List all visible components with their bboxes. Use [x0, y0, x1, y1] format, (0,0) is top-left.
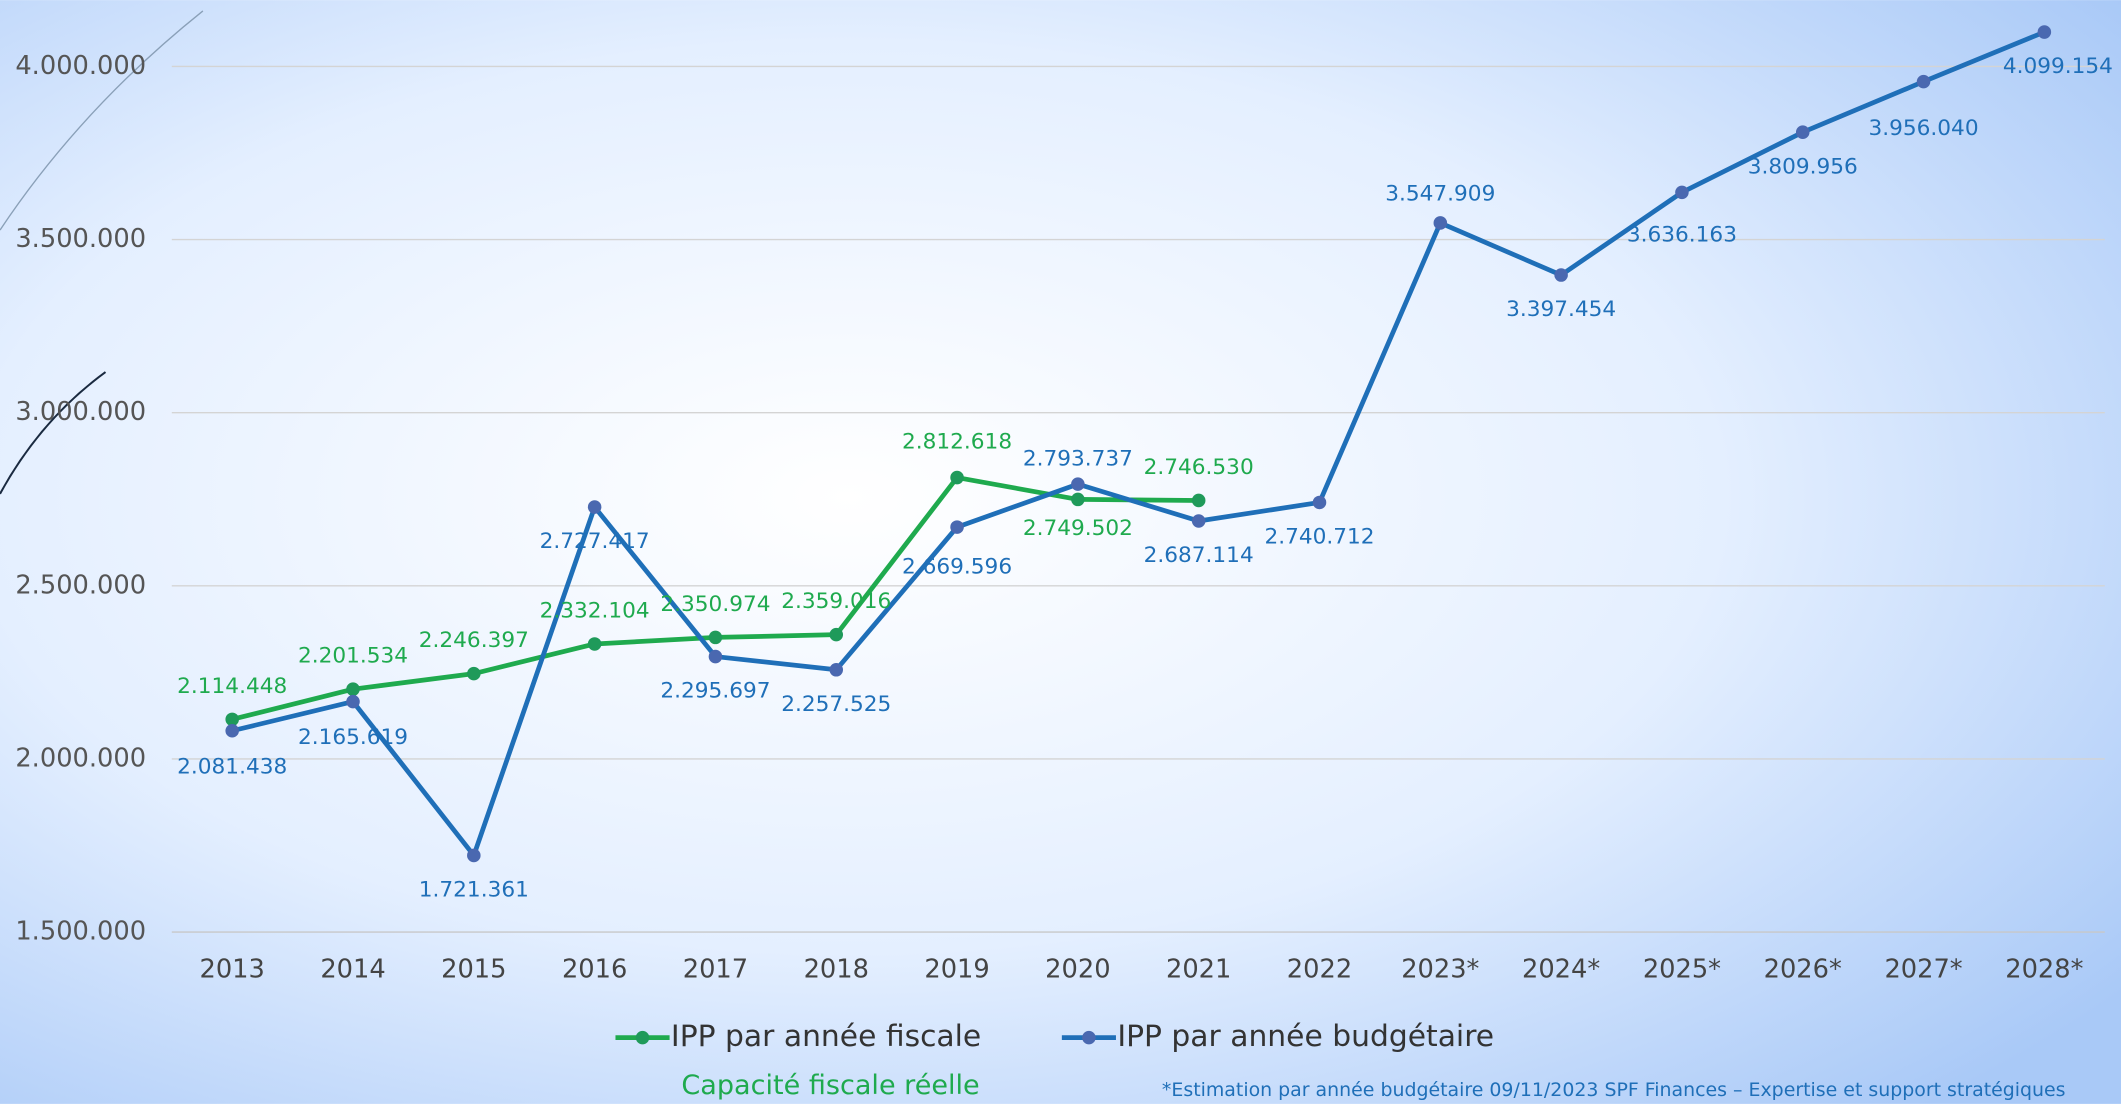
data-label: 4.099.154: [2003, 54, 2113, 79]
x-tick-label: 2025*: [1643, 954, 1721, 984]
x-tick-label: 2022: [1287, 954, 1352, 984]
subtitle: Capacité fiscale réelle: [681, 1070, 979, 1101]
y-tick-label: 3.500.000: [15, 224, 146, 254]
data-label: 2.687.114: [1144, 543, 1254, 568]
data-label: 3.636.163: [1627, 223, 1737, 248]
data-label: 2.746.530: [1144, 455, 1254, 480]
decor-curve: [0, 371, 107, 495]
data-point: [587, 637, 602, 651]
y-tick-label: 3.000.000: [15, 397, 146, 427]
data-label: 2.332.104: [540, 598, 650, 623]
x-tick-label: 2023*: [1401, 954, 1479, 984]
data-label: 2.749.502: [1023, 516, 1133, 541]
x-tick-label: 2020: [1045, 954, 1110, 984]
decor-curve: [0, 10, 204, 231]
data-point: [587, 500, 602, 514]
data-point: [1071, 477, 1085, 491]
legend-marker: [635, 1030, 650, 1045]
annotation: *Estimation par année budgétaire 09/11/2…: [1162, 1079, 2066, 1101]
x-tick-label: 2018: [804, 954, 869, 984]
x-tick-label: 2014: [320, 954, 385, 984]
data-label: 2.165.619: [298, 725, 408, 750]
data-point: [2037, 25, 2052, 39]
data-point: [467, 848, 481, 863]
data-point: [346, 682, 360, 696]
data-point: [829, 627, 844, 642]
legend-label: IPP par année budgétaire: [1117, 1019, 1494, 1054]
data-point: [225, 712, 239, 727]
x-tick-label: 2024*: [1522, 954, 1600, 984]
data-label: 2.669.596: [902, 555, 1012, 580]
data-point: [950, 470, 964, 485]
data-label: 1.721.361: [419, 878, 529, 903]
data-label: 2.081.438: [177, 754, 287, 779]
data-point: [708, 630, 723, 645]
data-point: [950, 520, 964, 534]
data-label: 2.740.712: [1264, 525, 1374, 550]
data-label: 2.246.397: [419, 628, 529, 653]
legend-label: IPP par année fiscale: [671, 1019, 981, 1054]
data-label: 2.350.974: [660, 592, 770, 617]
data-point: [1675, 185, 1689, 200]
x-tick-label: 2016: [562, 954, 627, 984]
data-point: [225, 723, 239, 738]
data-label: 3.956.040: [1869, 116, 1979, 141]
x-tick-label: 2028*: [2005, 954, 2083, 984]
data-label: 2.114.448: [177, 674, 287, 699]
x-tick-label: 2017: [683, 954, 748, 984]
x-tick-label: 2021: [1166, 954, 1231, 984]
data-label: 2.359.016: [781, 589, 891, 614]
data-label: 3.547.909: [1385, 182, 1495, 207]
x-tick-label: 2027*: [1884, 954, 1962, 984]
data-label: 3.809.956: [1748, 154, 1858, 179]
data-label: 2.793.737: [1023, 447, 1133, 472]
data-point: [346, 694, 360, 709]
data-point: [1916, 74, 1931, 89]
x-tick-label: 2026*: [1764, 954, 1842, 984]
data-point: [1795, 125, 1810, 139]
y-tick-label: 2.000.000: [15, 743, 146, 773]
data-point: [1191, 493, 1206, 508]
y-tick-label: 4.000.000: [15, 51, 146, 81]
y-tick-label: 2.500.000: [15, 570, 146, 600]
data-point: [1071, 492, 1085, 507]
data-label: 2.727.417: [540, 529, 650, 554]
data-point: [1433, 216, 1448, 230]
legend-marker: [1082, 1030, 1096, 1045]
data-point: [1554, 268, 1568, 282]
data-label: 2.295.697: [660, 679, 770, 704]
data-label: 2.257.525: [781, 692, 891, 717]
y-tick-label: 1.500.000: [15, 917, 146, 947]
x-tick-label: 2019: [924, 954, 989, 984]
data-label: 2.201.534: [298, 644, 408, 669]
x-tick-label: 2015: [441, 954, 506, 984]
data-point: [467, 666, 481, 681]
data-label: 3.397.454: [1506, 297, 1616, 322]
data-label: 2.812.618: [902, 429, 1012, 454]
data-point: [829, 663, 844, 677]
data-point: [1312, 495, 1327, 510]
data-point: [1191, 514, 1206, 528]
series-line: [231, 29, 2046, 858]
data-point: [708, 649, 723, 664]
x-tick-label: 2013: [200, 954, 265, 984]
